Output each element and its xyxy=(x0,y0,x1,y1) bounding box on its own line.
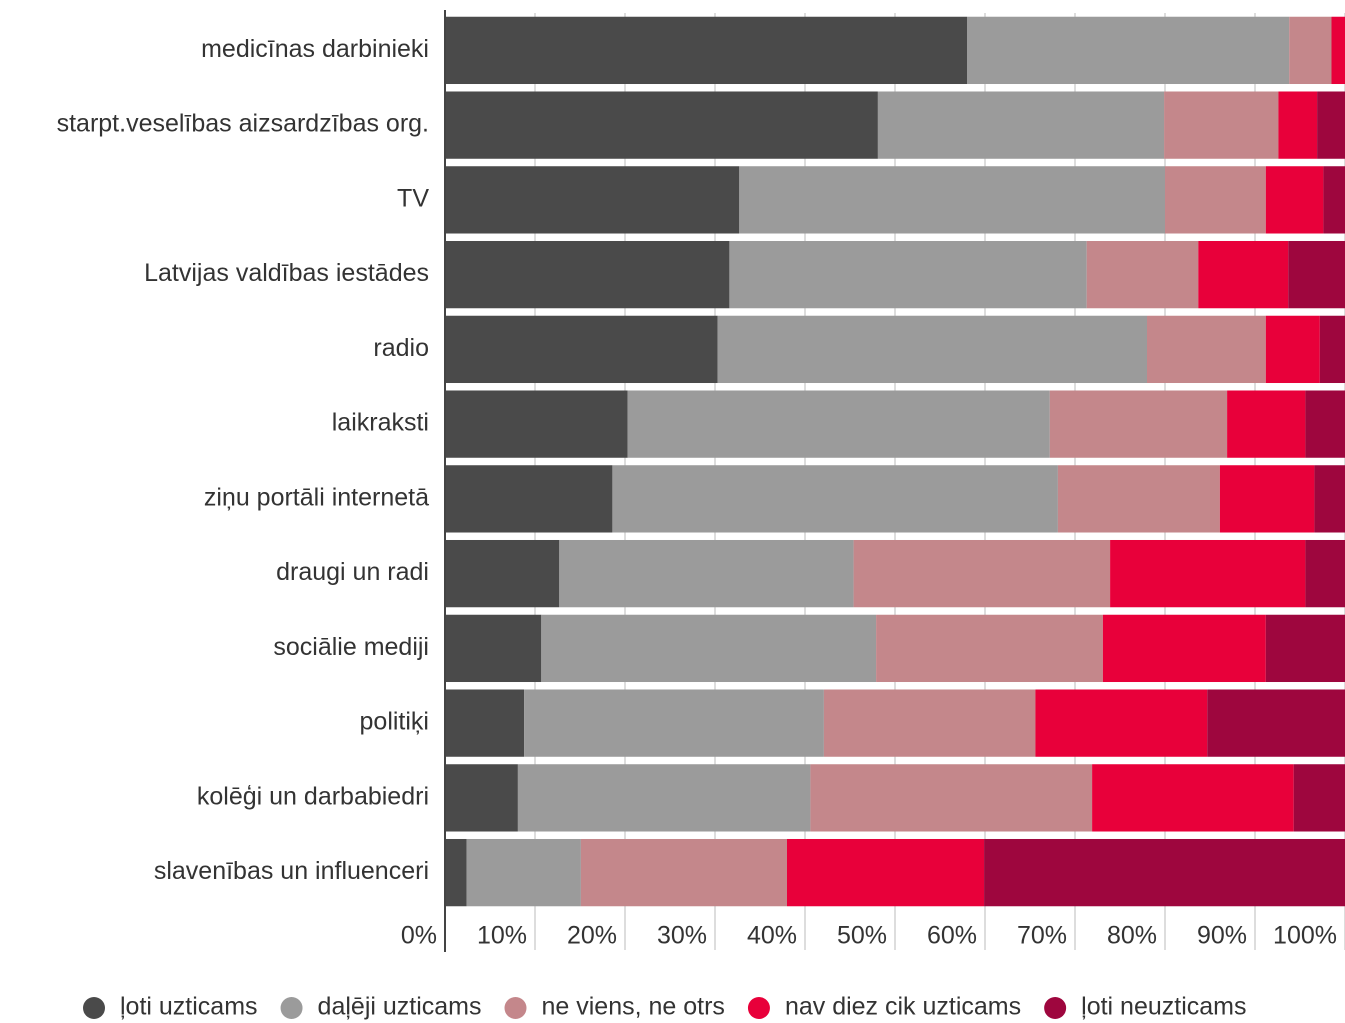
bar-segment xyxy=(1110,539,1306,608)
bar-segment xyxy=(1289,16,1332,85)
legend-label: nav diez cik uzticams xyxy=(785,993,1021,1021)
bar-segment xyxy=(739,166,1165,234)
bar-segment xyxy=(1265,166,1324,234)
bar-segment xyxy=(541,614,877,683)
y-tick-label: kolēģi un darbabiedri xyxy=(197,782,429,810)
bar-segment xyxy=(1317,91,1345,159)
bar-segment xyxy=(445,689,525,757)
bar-segment xyxy=(984,838,1345,907)
x-tick-label: 10% xyxy=(477,922,527,950)
legend-label: ļoti uzticams xyxy=(120,993,258,1021)
bar-segment xyxy=(1219,465,1315,533)
bar-segment xyxy=(1331,16,1345,85)
y-tick-label: radio xyxy=(373,334,429,362)
bar-segment xyxy=(1278,91,1318,159)
y-tick-label: draugi un radi xyxy=(276,558,429,586)
bar-segment xyxy=(1198,240,1289,309)
y-tick-label: slavenības un influenceri xyxy=(154,857,429,885)
bar-segment xyxy=(1323,166,1345,234)
bar-segment xyxy=(1086,240,1199,309)
x-tick-label: 40% xyxy=(747,922,797,950)
y-tick-label: Latvijas valdības iestādes xyxy=(144,259,429,287)
bar-segment xyxy=(1227,390,1306,458)
bar-segment xyxy=(1314,465,1345,533)
bar-segment xyxy=(580,838,787,907)
bar-segment xyxy=(524,689,824,757)
bar-segment xyxy=(445,465,613,533)
y-tick-label: medicīnas darbinieki xyxy=(201,35,429,63)
bar-segment xyxy=(1035,689,1208,757)
legend-label: daļēji uzticams xyxy=(318,993,482,1021)
bar-segment xyxy=(466,838,581,907)
legend-label: ļoti neuzticams xyxy=(1081,993,1246,1021)
legend-marker xyxy=(1044,997,1067,1019)
bar-segment xyxy=(1265,614,1345,683)
bar-segment xyxy=(853,539,1111,608)
bar-segment xyxy=(1147,315,1266,384)
x-tick-label: 80% xyxy=(1107,922,1157,950)
bar-segment xyxy=(717,315,1147,384)
bar-segment xyxy=(612,465,1058,533)
bar-segment xyxy=(445,614,542,683)
bar-segment xyxy=(1305,390,1345,458)
bar-segment xyxy=(1165,166,1266,234)
x-tick-label: 20% xyxy=(567,922,617,950)
bar-segment xyxy=(787,838,985,907)
bar-segment xyxy=(823,689,1036,757)
x-tick-label: 60% xyxy=(927,922,977,950)
bar-segment xyxy=(445,838,467,907)
bar-segment xyxy=(1057,465,1220,533)
y-tick-label: laikraksti xyxy=(332,409,429,437)
x-tick-label: 90% xyxy=(1197,922,1247,950)
bar-segment xyxy=(1102,614,1266,683)
x-tick-label: 70% xyxy=(1017,922,1067,950)
bar-segment xyxy=(445,91,878,159)
legend-marker xyxy=(280,997,303,1019)
bar-segment xyxy=(559,539,854,608)
bar-segment xyxy=(967,16,1290,85)
y-tick-label: politiķi xyxy=(360,708,429,736)
bar-segment xyxy=(810,764,1093,832)
bar-segment xyxy=(517,764,811,832)
bar-segment xyxy=(1207,689,1345,757)
x-tick-label: 100% xyxy=(1273,922,1337,950)
legend-label: ne viens, ne otrs xyxy=(542,993,725,1021)
legend-marker xyxy=(83,997,105,1019)
bar-segment xyxy=(1265,315,1320,384)
bar-segment xyxy=(1164,91,1279,159)
bar-segment xyxy=(1092,764,1294,832)
bar-segment xyxy=(445,16,967,85)
bar-segment xyxy=(1049,390,1228,458)
y-tick-label: ziņu portāli internetā xyxy=(204,483,429,511)
bar-segment xyxy=(445,166,740,234)
bar-segment xyxy=(877,91,1165,159)
y-tick-label: starpt.veselības aizsardzības org. xyxy=(57,110,429,138)
bar-segment xyxy=(729,240,1087,309)
bar-segment xyxy=(1288,240,1345,309)
bar-segment xyxy=(445,240,730,309)
y-tick-label: sociālie mediji xyxy=(273,633,429,661)
legend-marker xyxy=(504,997,527,1019)
bar-segment xyxy=(445,390,628,458)
x-tick-label: 30% xyxy=(657,922,707,950)
legend-marker xyxy=(747,997,770,1019)
y-tick-label: TV xyxy=(397,184,429,212)
bar-segment xyxy=(876,614,1103,683)
bar-segment xyxy=(445,315,718,384)
x-tick-label: 0% xyxy=(401,922,437,950)
bar-segment xyxy=(1305,539,1345,608)
x-tick-label: 50% xyxy=(837,922,887,950)
bar-segment xyxy=(445,764,518,832)
bar-segment xyxy=(1293,764,1345,832)
bar-segment xyxy=(445,539,560,608)
bar-segment xyxy=(627,390,1050,458)
bar-segment xyxy=(1319,315,1345,384)
